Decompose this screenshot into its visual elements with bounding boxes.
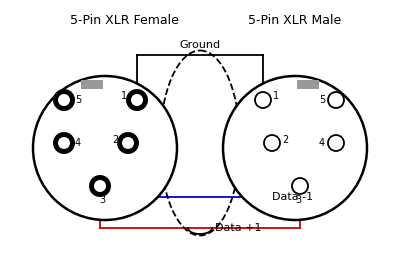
Circle shape xyxy=(58,137,70,149)
Text: 2: 2 xyxy=(112,135,118,145)
Circle shape xyxy=(117,132,139,154)
Text: 5: 5 xyxy=(75,95,81,105)
Text: Data +1: Data +1 xyxy=(215,223,262,233)
Text: 4: 4 xyxy=(75,138,81,148)
Text: Ground: Ground xyxy=(180,40,220,50)
Text: 3: 3 xyxy=(99,195,105,205)
Text: 4: 4 xyxy=(319,138,325,148)
Text: Data -1: Data -1 xyxy=(272,192,313,202)
Circle shape xyxy=(94,180,106,192)
Circle shape xyxy=(264,135,280,151)
Circle shape xyxy=(328,135,344,151)
Bar xyxy=(81,80,103,88)
Text: 1: 1 xyxy=(273,91,279,101)
Circle shape xyxy=(53,132,75,154)
Text: 3: 3 xyxy=(295,195,301,205)
Text: 5-Pin XLR Female: 5-Pin XLR Female xyxy=(70,14,179,27)
Circle shape xyxy=(122,137,134,149)
Circle shape xyxy=(126,89,148,111)
Circle shape xyxy=(131,94,143,106)
Circle shape xyxy=(53,89,75,111)
Circle shape xyxy=(58,94,70,106)
Circle shape xyxy=(292,178,308,194)
Circle shape xyxy=(33,76,177,220)
Circle shape xyxy=(223,76,367,220)
Bar xyxy=(297,80,319,88)
Text: 5: 5 xyxy=(319,95,325,105)
Circle shape xyxy=(89,175,111,197)
Circle shape xyxy=(255,92,271,108)
Text: 2: 2 xyxy=(282,135,288,145)
Text: 1: 1 xyxy=(121,91,127,101)
Circle shape xyxy=(328,92,344,108)
Text: 5-Pin XLR Male: 5-Pin XLR Male xyxy=(248,14,342,27)
